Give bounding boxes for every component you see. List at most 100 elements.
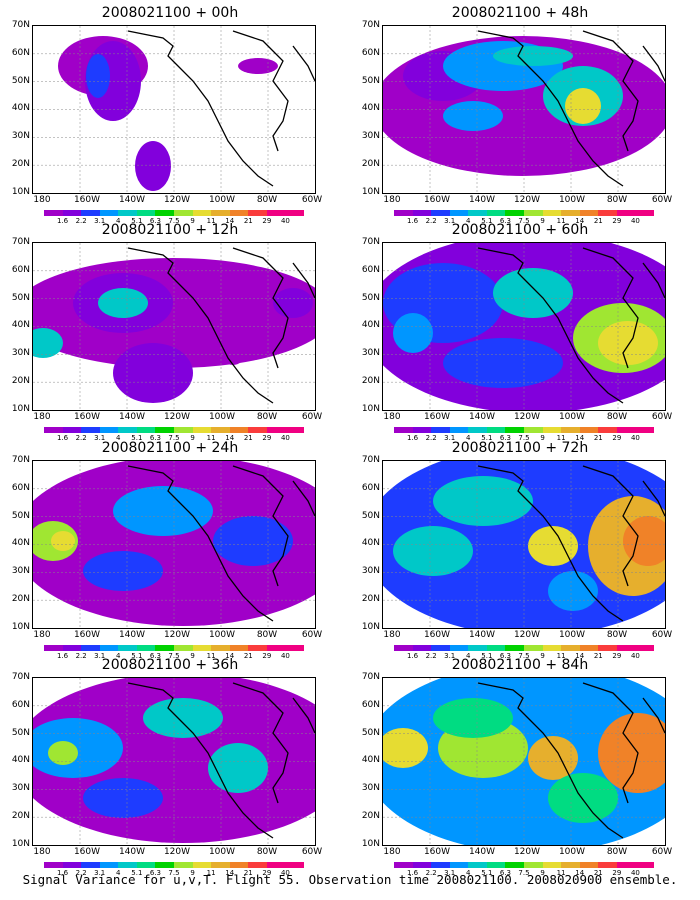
colorbar-label: 5.1 xyxy=(131,217,143,225)
colorbar-swatch xyxy=(431,210,450,216)
latitude-label: 50N xyxy=(11,727,30,738)
colorbar-label: 21 xyxy=(593,217,603,225)
colorbar-label: 7.5 xyxy=(168,434,180,442)
longitude-label: 160W xyxy=(73,847,101,857)
latitude-label: 50N xyxy=(11,75,30,86)
variance-contour xyxy=(221,341,245,365)
latitude-label: 60N xyxy=(361,264,380,275)
latitude-label: 10N xyxy=(11,186,30,197)
variance-contour xyxy=(83,551,163,591)
variance-contour xyxy=(238,58,278,74)
colorbar-swatch xyxy=(598,862,617,868)
colorbar-label: 7.5 xyxy=(518,434,530,442)
longitude-label: 180 xyxy=(383,630,401,640)
variance-contour xyxy=(51,531,75,551)
latitude-label: 20N xyxy=(11,159,30,169)
colorbar-swatch xyxy=(118,210,137,216)
map-plot xyxy=(32,677,316,846)
colorbar-swatch xyxy=(44,862,63,868)
colorbar-label: 9 xyxy=(540,217,545,225)
colorbar-swatch xyxy=(598,210,617,216)
map-panel: 2008021100 + 12h 70N 60N 50N 40N 30N 20N 10N 180… xyxy=(0,222,340,442)
panel-title: 2008021100 + 24h xyxy=(101,440,239,456)
colorbar-swatch xyxy=(99,862,119,868)
panel-title: 2008021100 + 36h xyxy=(101,657,239,673)
longitude-label: 80W xyxy=(256,847,278,857)
colorbar-swatch xyxy=(285,427,304,433)
longitude-label: 60W xyxy=(651,630,673,640)
colorbar-swatch xyxy=(285,862,304,868)
latitude-label: 40N xyxy=(361,320,380,331)
figure-caption: Signal Variance for u,v,T. Flight 55. Ob… xyxy=(22,872,678,887)
longitude-label: 60W xyxy=(301,412,323,422)
latitude-label: 10N xyxy=(361,621,380,632)
colorbar-swatch xyxy=(155,427,174,433)
colorbar-label: 11 xyxy=(206,869,216,877)
panel-title: 2008021100 + 72h xyxy=(451,440,589,456)
longitude-label: 160W xyxy=(73,412,101,422)
latitude-label: 10N xyxy=(361,403,380,414)
colorbar-label: 11 xyxy=(556,869,566,877)
colorbar-label: 4 xyxy=(116,434,121,442)
colorbar-swatch xyxy=(394,862,413,868)
map-panel: 2008021100 + 72h 70N 60N 50N 40N 30N 20N 10N 180… xyxy=(350,440,690,660)
longitude-label: 160W xyxy=(423,847,451,857)
colorbar-label: 11 xyxy=(556,217,566,225)
colorbar-label: 40 xyxy=(630,217,640,225)
colorbar-swatch xyxy=(285,645,304,651)
colorbar xyxy=(394,427,654,433)
longitude-label: 60W xyxy=(651,412,673,422)
longitude-label: 160W xyxy=(73,630,101,640)
longitude-label: 120W xyxy=(163,630,191,640)
latitude-label: 70N xyxy=(11,237,30,247)
colorbar-swatch xyxy=(81,645,100,651)
colorbar-swatch xyxy=(449,210,469,216)
longitude-label: 140W xyxy=(118,412,146,422)
colorbar-swatch xyxy=(394,645,413,651)
latitude-label: 40N xyxy=(11,103,30,114)
longitude-label: 80W xyxy=(606,630,628,640)
variance-contour xyxy=(393,526,473,576)
map-plot xyxy=(382,25,666,194)
colorbar-label: 21 xyxy=(243,217,253,225)
colorbar xyxy=(44,862,304,868)
colorbar-swatch xyxy=(598,427,617,433)
latitude-label: 20N xyxy=(361,811,380,821)
colorbar-swatch xyxy=(431,645,450,651)
colorbar-swatch xyxy=(62,645,82,651)
colorbar-swatch xyxy=(468,427,487,433)
longitude-label: 140W xyxy=(118,847,146,857)
longitude-label: 160W xyxy=(423,195,451,205)
variance-contour xyxy=(143,698,223,738)
variance-contour xyxy=(598,321,658,365)
latitude-label: 50N xyxy=(361,292,380,303)
variance-contour xyxy=(548,571,598,611)
latitude-label: 60N xyxy=(11,264,30,275)
longitude-label: 60W xyxy=(651,195,673,205)
variance-contour xyxy=(528,736,578,780)
map-panel: 2008021100 + 48h 70N 60N 50N 40N 30N 20N 10N 180… xyxy=(350,5,690,225)
variance-contour xyxy=(83,778,163,818)
latitude-label: 30N xyxy=(361,783,380,794)
latitude-label: 20N xyxy=(11,376,30,386)
colorbar-swatch xyxy=(486,427,506,433)
variance-contour xyxy=(273,288,313,318)
longitude-label: 120W xyxy=(163,195,191,205)
colorbar-swatch xyxy=(616,427,636,433)
latitude-label: 10N xyxy=(361,838,380,849)
colorbar-swatch xyxy=(412,645,432,651)
colorbar-swatch xyxy=(468,645,487,651)
colorbar-swatch xyxy=(635,210,654,216)
colorbar-swatch xyxy=(579,427,599,433)
longitude-label: 100W xyxy=(208,412,236,422)
colorbar-swatch xyxy=(412,862,432,868)
colorbar-swatch xyxy=(505,427,524,433)
colorbar-swatch xyxy=(211,427,230,433)
variance-contour xyxy=(598,713,665,793)
colorbar-swatch xyxy=(155,210,174,216)
map-panel: 2008021100 + 60h 70N 60N 50N 40N 30N 20N 10N 180… xyxy=(350,222,690,442)
colorbar-label: 5.1 xyxy=(131,869,143,877)
longitude-label: 100W xyxy=(208,847,236,857)
colorbar-label: 40 xyxy=(630,434,640,442)
colorbar-label: 40 xyxy=(280,869,290,877)
